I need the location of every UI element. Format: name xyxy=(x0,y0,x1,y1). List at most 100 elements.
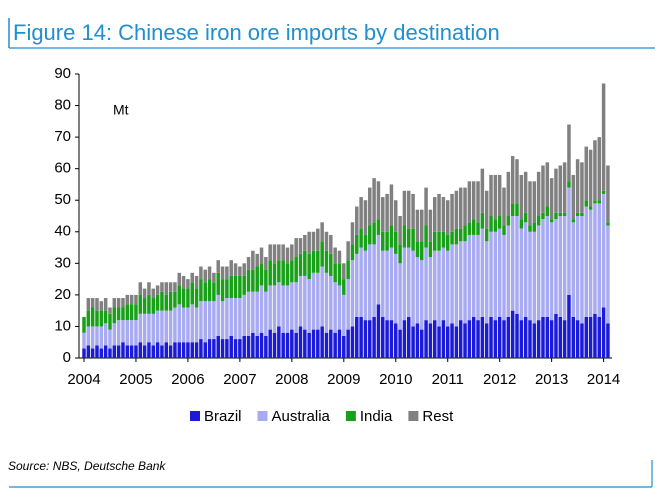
bar-segment xyxy=(606,225,610,324)
bar-segment xyxy=(558,212,563,216)
bar-segment xyxy=(528,181,532,226)
bar-segment xyxy=(463,323,467,358)
bar-segment xyxy=(138,294,143,314)
bar-segment xyxy=(147,282,151,295)
bar-segment xyxy=(497,316,502,358)
bar-segment xyxy=(225,298,229,340)
bar-segment xyxy=(441,320,446,358)
bar-segment xyxy=(181,288,186,308)
bar-segment xyxy=(199,339,203,358)
bar-segment xyxy=(489,316,493,358)
bar-segment xyxy=(415,209,420,242)
bar-segment xyxy=(575,212,580,216)
bar-segment xyxy=(95,345,99,358)
bar-segment xyxy=(216,335,220,358)
bar-segment xyxy=(160,282,164,292)
bar-segment xyxy=(90,326,95,349)
bar-segment xyxy=(580,323,584,358)
bar-segment xyxy=(368,225,372,245)
bar-segment xyxy=(536,216,541,226)
bar-segment xyxy=(134,304,138,321)
bar-segment xyxy=(597,200,602,204)
bar-segment xyxy=(597,137,602,201)
bar-segment xyxy=(502,225,506,235)
bar-segment xyxy=(593,200,597,204)
bar-segment xyxy=(398,216,402,245)
bar-segment xyxy=(220,339,225,358)
bar-segment xyxy=(476,320,480,358)
bar-segment xyxy=(121,307,125,321)
bar-segment xyxy=(268,260,272,286)
bar-segment xyxy=(151,288,156,299)
bar-segment xyxy=(424,187,428,226)
bar-segment xyxy=(99,348,104,358)
bar-segment xyxy=(411,250,415,327)
bar-segment xyxy=(541,219,545,317)
bar-segment xyxy=(199,301,203,340)
bar-segment xyxy=(190,342,194,358)
bar-segment xyxy=(376,219,381,235)
bar-segment xyxy=(381,231,385,251)
bar-segment xyxy=(238,266,242,276)
bar-segment xyxy=(272,263,277,286)
bar-segment xyxy=(545,316,550,358)
bar-segment xyxy=(112,307,117,324)
bar-segment xyxy=(186,279,190,289)
x-tick-label: 2012 xyxy=(483,371,516,388)
bar-segment xyxy=(116,345,121,358)
bar-segment xyxy=(216,272,220,295)
bar-segment xyxy=(220,266,225,280)
bar-segment xyxy=(567,187,571,295)
bar-segment xyxy=(181,342,186,358)
bar-segment xyxy=(402,225,407,248)
bar-segment xyxy=(95,310,99,327)
bar-segment xyxy=(138,313,143,343)
bar-segment xyxy=(272,332,277,358)
bar-segment xyxy=(342,294,346,336)
bar-segment xyxy=(385,193,389,232)
bar-segment xyxy=(246,335,251,358)
bar-segment xyxy=(480,316,485,358)
y-axis-label: Mt xyxy=(113,102,129,118)
bar-segment xyxy=(277,244,281,261)
bar-segment xyxy=(376,304,381,358)
bar-segment xyxy=(567,124,571,182)
bar-segment xyxy=(212,282,216,302)
bar-segment xyxy=(359,197,363,229)
bar-segment xyxy=(99,310,104,327)
bar-segment xyxy=(580,216,584,324)
bar-segment xyxy=(82,316,86,333)
bar-segment xyxy=(307,231,311,254)
bar-segment xyxy=(238,275,242,299)
bar-segment xyxy=(528,225,532,232)
bar-segment xyxy=(389,225,394,248)
bar-segment xyxy=(493,174,498,220)
bar-segment xyxy=(255,291,259,336)
bar-segment xyxy=(190,272,194,283)
bar-segment xyxy=(588,316,593,358)
bar-segment xyxy=(173,291,177,308)
bar-segment xyxy=(480,212,485,229)
legend-label: Rest xyxy=(422,408,454,425)
bar-segment xyxy=(450,323,454,358)
y-tick-label: 90 xyxy=(54,65,71,82)
bar-segment xyxy=(519,219,524,229)
bar-segment xyxy=(424,247,428,321)
bar-segment xyxy=(502,234,506,321)
bar-segment xyxy=(398,329,402,358)
bar-segment xyxy=(233,298,238,340)
bar-segment xyxy=(541,212,545,220)
bar-segment xyxy=(450,244,454,324)
bar-segment xyxy=(155,294,160,311)
bar-segment xyxy=(108,348,112,358)
bar-segment xyxy=(606,165,610,223)
bar-segment xyxy=(411,193,415,229)
bar-segment xyxy=(142,298,147,314)
bar-segment xyxy=(419,209,424,242)
bar-segment xyxy=(346,279,350,330)
bar-segment xyxy=(181,307,186,343)
bar-segment xyxy=(303,234,307,251)
bar-segment xyxy=(342,279,346,295)
bar-segment xyxy=(558,216,563,317)
bar-segment xyxy=(519,174,524,220)
